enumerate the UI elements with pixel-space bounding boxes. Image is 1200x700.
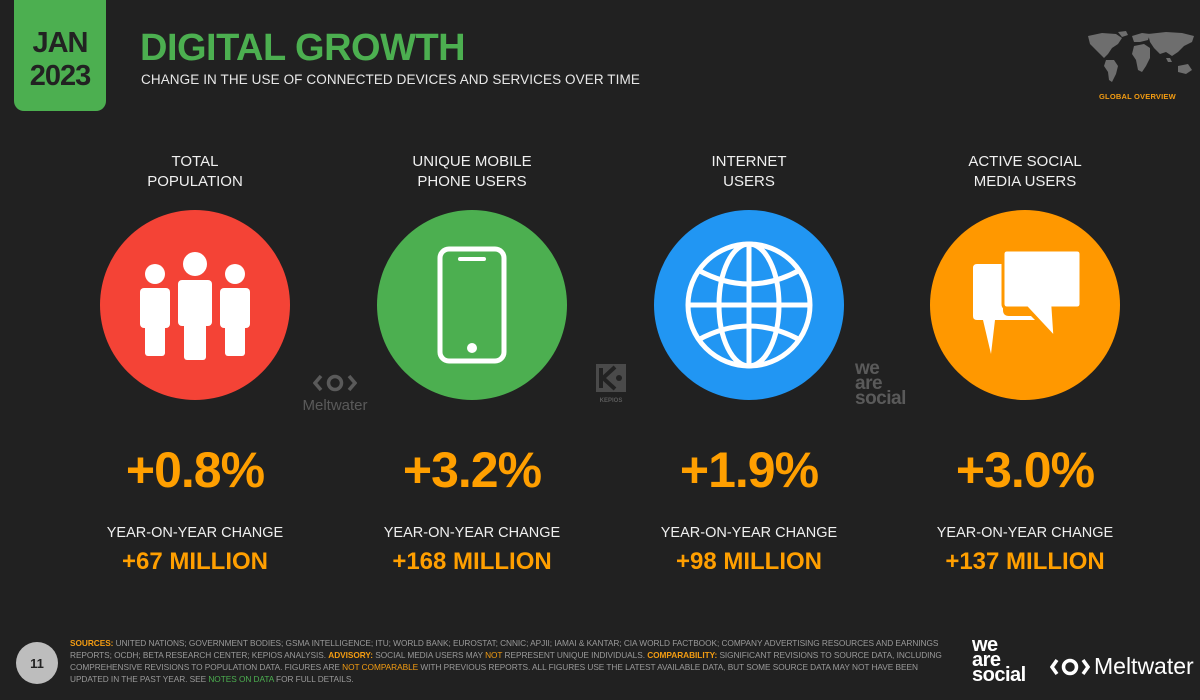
- people-icon: [140, 252, 250, 360]
- percent-change: +1.9%: [679, 442, 819, 498]
- meltwater-logo-text: Meltwater: [1094, 653, 1194, 679]
- kepios-logo-icon: [596, 364, 626, 392]
- notes-on-data-link[interactable]: NOTES ON DATA: [208, 674, 274, 684]
- absolute-change: +137 MILLION: [945, 548, 1105, 575]
- wearesocial-logo-line: are: [972, 649, 1001, 671]
- wearesocial-logo: we are social: [972, 634, 1026, 686]
- percent-change: +0.8%: [125, 442, 265, 498]
- meltwater-watermark: Meltwater: [296, 374, 374, 414]
- wearesocial-watermark: we are social: [855, 358, 906, 409]
- comparability-text: WITH PREVIOUS REPORTS. ALL FIGURES USE T…: [70, 662, 918, 684]
- absolute-change: +168 MILLION: [392, 548, 552, 575]
- wearesocial-logo-line: we: [972, 634, 998, 656]
- world-map-icon: [1088, 31, 1194, 82]
- advisory-text: REPRESENT UNIQUE INDIVIDUALS.: [502, 650, 648, 660]
- metric-total-population: TOTAL POPULATION +0.8% YEAR-ON-YEAR CHAN…: [75, 152, 315, 576]
- metric-label-line: PHONE USERS: [417, 173, 527, 190]
- metric-label-line: MEDIA USERS: [973, 173, 1077, 190]
- metric-circle: [100, 210, 290, 400]
- chat-bubbles-icon: [973, 250, 1081, 354]
- advisory-not: NOT: [485, 650, 503, 660]
- absolute-change: +98 MILLION: [675, 548, 823, 575]
- kepios-watermark: KEPIOS: [594, 363, 628, 404]
- metric-circle: [930, 210, 1120, 400]
- change-label: YEAR-ON-YEAR CHANGE: [106, 525, 284, 541]
- closing-text: FOR FULL DETAILS.: [273, 674, 354, 684]
- absolute-change: +67 MILLION: [121, 548, 269, 575]
- sources-label: SOURCES:: [70, 638, 114, 648]
- metric-circle: [654, 210, 844, 400]
- region-label: GLOBAL OVERVIEW: [1099, 92, 1176, 101]
- metric-label-line: UNIQUE MOBILE: [412, 153, 532, 170]
- meltwater-watermark-text: Meltwater: [302, 397, 368, 414]
- advisory-label: ADVISORY:: [328, 650, 373, 660]
- wearesocial-line: we: [855, 358, 880, 379]
- metric-label-line: POPULATION: [147, 173, 243, 190]
- change-label: YEAR-ON-YEAR CHANGE: [660, 525, 838, 541]
- comparability-label: COMPARABILITY:: [647, 650, 718, 660]
- meltwater-eye-icon: [312, 374, 358, 392]
- change-label: YEAR-ON-YEAR CHANGE: [936, 525, 1114, 541]
- globe-icon: [685, 241, 813, 369]
- percent-change: +3.2%: [402, 442, 542, 498]
- wearesocial-line: social: [855, 388, 906, 409]
- sources-text: UNITED NATIONS; GOVERNMENT BODIES; GSMA …: [70, 638, 939, 660]
- not-comparable: NOT COMPARABLE: [342, 662, 419, 672]
- date-badge: JAN 2023: [14, 0, 106, 111]
- wearesocial-logo-line: social: [972, 664, 1026, 686]
- kepios-watermark-text: KEPIOS: [599, 398, 623, 404]
- metric-internet-users: INTERNET USERS +1.9% YEAR-ON-YEAR CHANGE…: [629, 152, 869, 576]
- sources-footnote: SOURCES: UNITED NATIONS; GOVERNMENT BODI…: [70, 637, 950, 685]
- metric-circle: [377, 210, 567, 400]
- page-number: 11: [16, 642, 58, 684]
- date-year: 2023: [29, 59, 92, 92]
- change-label: YEAR-ON-YEAR CHANGE: [383, 525, 561, 541]
- page-title: DIGITAL GROWTH: [140, 27, 466, 69]
- metric-label-line: TOTAL: [171, 153, 219, 170]
- mobile-phone-icon: [437, 246, 507, 364]
- metric-label: ACTIVE SOCIAL MEDIA USERS: [968, 152, 1081, 192]
- percent-change: +3.0%: [955, 442, 1095, 498]
- metric-label: UNIQUE MOBILE PHONE USERS: [412, 152, 531, 192]
- metric-label-line: ACTIVE SOCIAL: [968, 153, 1082, 170]
- metric-label-line: USERS: [723, 173, 775, 190]
- metric-label-line: INTERNET: [711, 153, 787, 170]
- wearesocial-line: are: [855, 373, 883, 394]
- advisory-text: SOCIAL MEDIA USERS MAY: [373, 650, 486, 660]
- metric-mobile-phone-users: UNIQUE MOBILE PHONE USERS +3.2% YEAR-ON-…: [352, 152, 592, 576]
- page-subtitle: CHANGE IN THE USE OF CONNECTED DEVICES A…: [141, 72, 640, 87]
- metric-label: INTERNET USERS: [712, 152, 787, 192]
- metric-social-media-users: ACTIVE SOCIAL MEDIA USERS +3.0% YEAR-ON-…: [905, 152, 1145, 576]
- metric-label: TOTAL POPULATION: [147, 152, 243, 192]
- meltwater-logo: Meltwater: [1050, 653, 1194, 680]
- date-month: JAN: [32, 26, 88, 59]
- comparability-text: SIGNIFICANT REVISIONS TO SOURCE DATA, IN…: [70, 650, 942, 672]
- meltwater-eye-icon: [1050, 658, 1090, 675]
